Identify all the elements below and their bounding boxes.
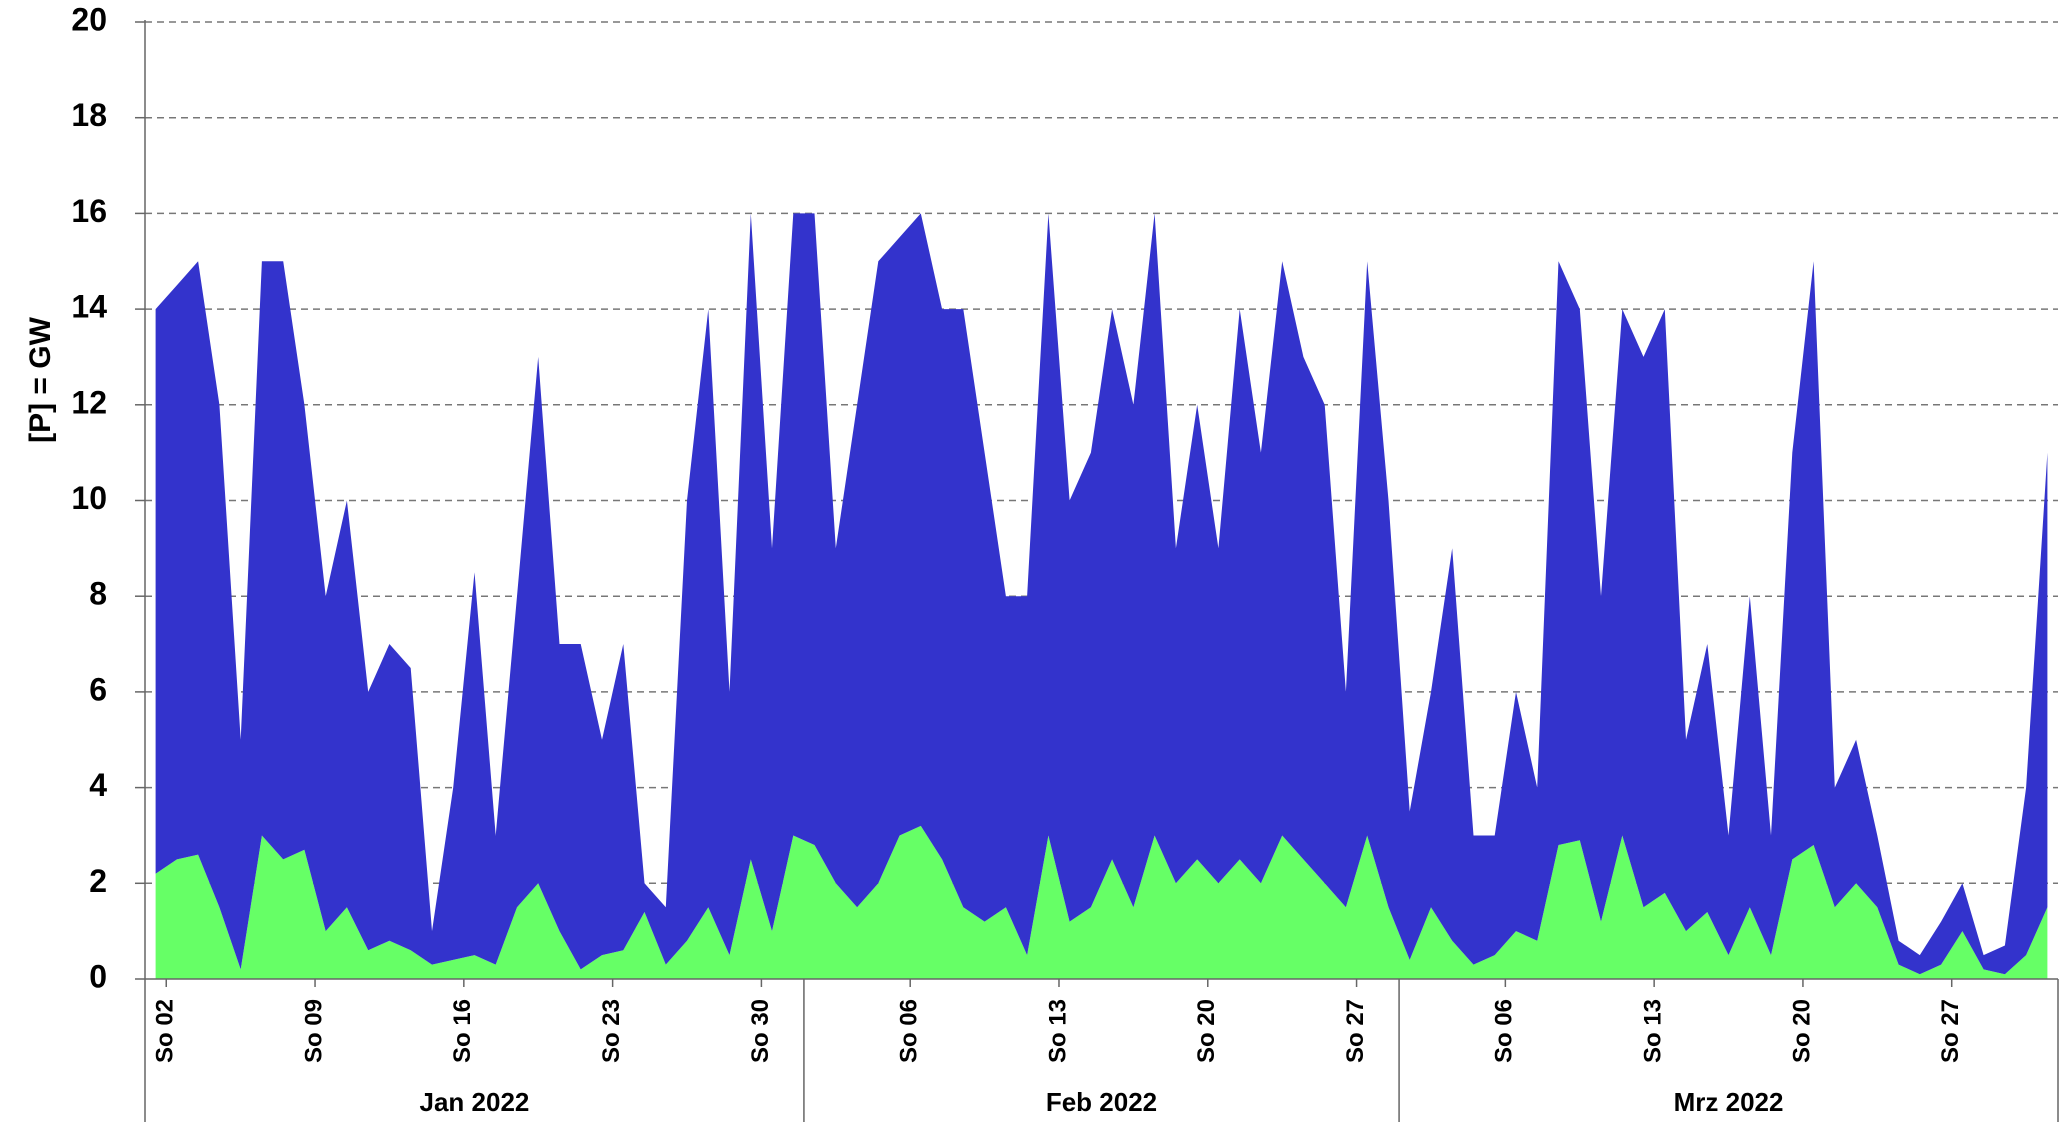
x-tick-label: So 13 xyxy=(1639,999,1666,1063)
area xyxy=(155,825,2048,979)
y-tick-label: 2 xyxy=(89,863,107,899)
x-group-label: Mrz 2022 xyxy=(1674,1087,1784,1117)
y-tick-label: 0 xyxy=(89,958,107,994)
y-tick-label: 16 xyxy=(71,193,107,229)
x-tick-label: So 09 xyxy=(300,999,327,1063)
y-tick-label: 20 xyxy=(71,1,107,37)
y-tick-label: 12 xyxy=(71,384,107,420)
y-tick-label: 14 xyxy=(71,289,107,325)
y-tick-label: 6 xyxy=(89,671,107,707)
x-tick-label: So 06 xyxy=(1491,999,1518,1063)
area xyxy=(155,213,2048,975)
y-tick-label: 8 xyxy=(89,576,107,612)
y-tick-label: 10 xyxy=(71,480,107,516)
x-tick-label: So 20 xyxy=(1193,999,1220,1063)
x-tick-label: So 06 xyxy=(896,999,923,1063)
x-tick-label: So 23 xyxy=(598,999,625,1063)
x-group-label: Jan 2022 xyxy=(420,1087,530,1117)
x-tick-label: So 30 xyxy=(747,999,774,1063)
y-axis-title: [P] = GW xyxy=(24,316,57,443)
x-group-label: Feb 2022 xyxy=(1046,1087,1157,1117)
y-tick-label: 18 xyxy=(71,97,107,133)
x-tick-label: So 27 xyxy=(1937,999,1964,1063)
x-tick-label: So 02 xyxy=(152,999,179,1063)
x-tick-label: So 13 xyxy=(1044,999,1071,1063)
y-tick-label: 4 xyxy=(89,767,107,803)
x-tick-label: So 20 xyxy=(1788,999,1815,1063)
x-tick-label: So 16 xyxy=(449,999,476,1063)
x-tick-label: So 27 xyxy=(1342,999,1369,1063)
